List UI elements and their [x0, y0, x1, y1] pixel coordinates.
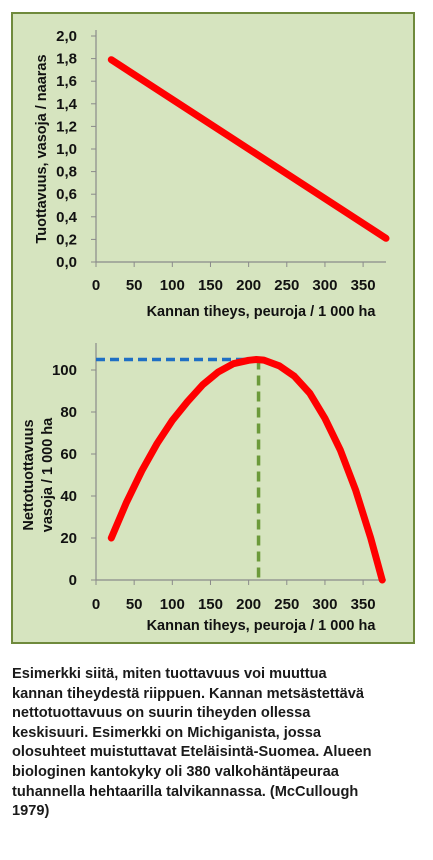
y-tick-label: 0,8 [56, 164, 77, 181]
caption-line: keskisuuri. Esimerkki on Michiganista, j… [12, 724, 322, 741]
y-tick-label: 100 [52, 362, 77, 379]
y-tick-label: 80 [60, 404, 77, 421]
x-tick-label: 150 [198, 596, 223, 613]
x-tick-label: 100 [160, 277, 185, 294]
y-tick-label: 20 [60, 530, 77, 547]
x-tick-label: 300 [312, 596, 337, 613]
caption-line: tuhannella hehtaarilla talvikannassa. (M… [12, 783, 359, 800]
y-axis-label: Tuottavuus, vasoja / naaras [34, 54, 50, 243]
x-tick-label: 0 [92, 277, 100, 294]
x-tick-label: 250 [274, 596, 299, 613]
x-tick-label: 100 [160, 596, 185, 613]
caption-line: kannan tiheydestä riippuen. Kannan metsä… [12, 685, 364, 702]
x-axis-label: Kannan tiheys, peuroja / 1 000 ha [147, 618, 377, 634]
y-tick-label: 0,4 [56, 209, 78, 226]
series-line [107, 56, 390, 242]
y-axis-label: Nettotuottavuus vasoja / 1 000 ha [21, 417, 56, 532]
caption-line: olosuhteet muistuttavat Eteläisintä-Suom… [12, 744, 372, 761]
y-axis-label-line: Nettotuottavuus [21, 419, 37, 530]
caption-line: nettotuottavuus on suurin tiheyden olles… [12, 705, 311, 722]
x-tick-label: 200 [236, 596, 261, 613]
y-tick-label: 60 [60, 446, 77, 463]
x-tick-label: 200 [236, 277, 261, 294]
y-tick-label: 1,2 [56, 118, 77, 135]
y-tick-label: 0,2 [56, 231, 77, 248]
y-tick-label: 2,0 [56, 28, 77, 45]
y-tick-label: 0 [69, 572, 77, 589]
charts-svg: 0,0 0,2 0,4 0,6 0,8 1,0 1,2 1,4 1,6 1,8 2,0 0 50 100 1… [21, 28, 390, 634]
y-axis-label-line: vasoja / 1 000 ha [40, 417, 56, 532]
x-tick-label: 50 [126, 277, 143, 294]
y-tick-label: 1,6 [56, 73, 77, 90]
y-tick-label: 1,4 [56, 96, 78, 113]
caption-line: biologinen kantokyky oli 380 valkohäntäp… [12, 763, 339, 780]
figure-caption: Esimerkki siitä, miten tuottavuus voi mu… [12, 665, 422, 822]
x-tick-label: 0 [92, 596, 100, 613]
y-tick-label: 40 [60, 488, 77, 505]
x-tick-label: 350 [351, 596, 376, 613]
y-tick-label: 1,0 [56, 141, 77, 158]
caption-line: Esimerkki siitä, miten tuottavuus voi mu… [12, 666, 327, 682]
x-axis-label: Kannan tiheys, peuroja / 1 000 ha [147, 304, 377, 320]
x-tick-label: 250 [274, 277, 299, 294]
y-tick-label: 0,0 [56, 254, 77, 271]
chart-net-productivity: 0 20 40 60 80 100 0 50 100 150 200 250 300 350 Kannan … [21, 343, 386, 634]
y-tick-label: 1,8 [56, 51, 77, 68]
chart-panel [11, 12, 415, 644]
series-line [107, 356, 386, 584]
y-tick-label: 0,6 [56, 186, 77, 203]
x-tick-label: 50 [126, 596, 143, 613]
caption-line: 1979) [12, 803, 50, 820]
x-tick-label: 150 [198, 277, 223, 294]
chart-productivity: 0,0 0,2 0,4 0,6 0,8 1,0 1,2 1,4 1,6 1,8 2,0 0 50 100 1… [34, 28, 390, 320]
x-tick-label: 350 [351, 277, 376, 294]
x-tick-label: 300 [312, 277, 337, 294]
